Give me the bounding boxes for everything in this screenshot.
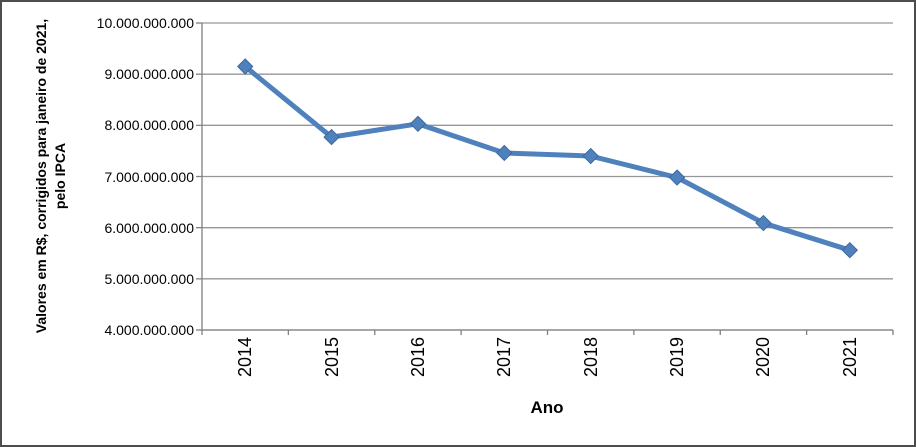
y-tick-label: 6.000.000.000 (104, 219, 194, 236)
x-tick-label: 2018 (580, 337, 601, 378)
data-point-marker (755, 214, 772, 232)
y-tick-label: 4.000.000.000 (104, 322, 194, 338)
data-point-marker (841, 241, 859, 259)
y-tick-label: 8.000.000.000 (104, 117, 194, 134)
data-point-marker (496, 144, 513, 162)
y-tick-label: 10.000.000.000 (96, 15, 194, 31)
y-tick-label: 7.000.000.000 (104, 168, 194, 185)
y-tick-label: 9.000.000.000 (104, 66, 194, 83)
x-tick-label: 2019 (667, 337, 688, 378)
data-series-line (242, 63, 853, 253)
x-tick-label: 2015 (321, 337, 342, 378)
x-tick-label: 2017 (494, 337, 515, 378)
x-tick-label: 2016 (407, 337, 428, 378)
x-tick-label: 2020 (753, 337, 774, 378)
data-point-marker (668, 169, 686, 186)
data-point-marker (409, 115, 427, 133)
data-point-marker (582, 147, 599, 165)
data-point-marker (236, 58, 254, 75)
x-tick-label: 2014 (235, 337, 256, 378)
data-point-marker (323, 128, 340, 146)
y-tick-label: 5.000.000.000 (104, 270, 194, 287)
x-tick-label: 2021 (839, 337, 860, 378)
x-axis-title: Ano (530, 398, 564, 417)
